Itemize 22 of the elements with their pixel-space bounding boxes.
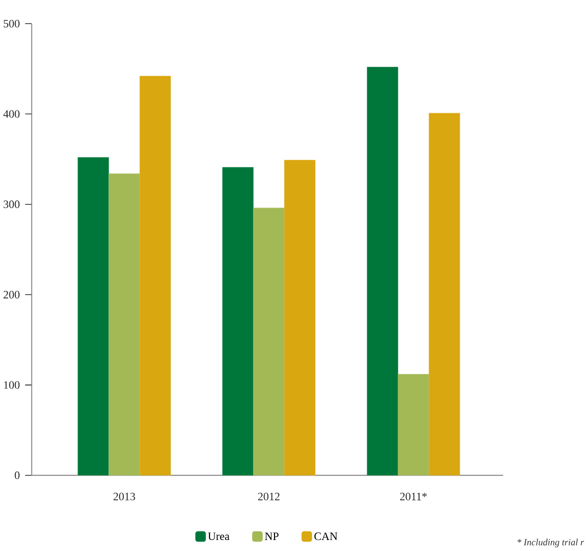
text: * Including trial r xyxy=(518,538,584,548)
y-tick-label: 400 xyxy=(3,110,20,118)
y-tick-label: 0 xyxy=(14,471,20,480)
bar xyxy=(222,167,254,476)
y-tick-label: 100 xyxy=(4,381,20,389)
legend-label: NP xyxy=(264,532,279,540)
bar xyxy=(78,157,109,476)
y-tick-label: 500 xyxy=(4,20,20,28)
x-tick-label: 2011* xyxy=(400,492,427,500)
legend-label: CAN xyxy=(314,532,338,540)
x-tick-label: 2012 xyxy=(258,492,280,500)
x-tick-label: 2013 xyxy=(114,492,136,500)
bar xyxy=(284,160,316,476)
y-tick-label: 200 xyxy=(4,290,20,298)
bar xyxy=(108,173,140,476)
bar xyxy=(253,208,284,476)
bar xyxy=(398,374,430,476)
bar xyxy=(366,66,398,476)
y-tick-label: 300 xyxy=(4,200,20,208)
legend-label: Urea xyxy=(208,532,230,540)
bar xyxy=(428,112,460,476)
bar xyxy=(140,76,171,476)
